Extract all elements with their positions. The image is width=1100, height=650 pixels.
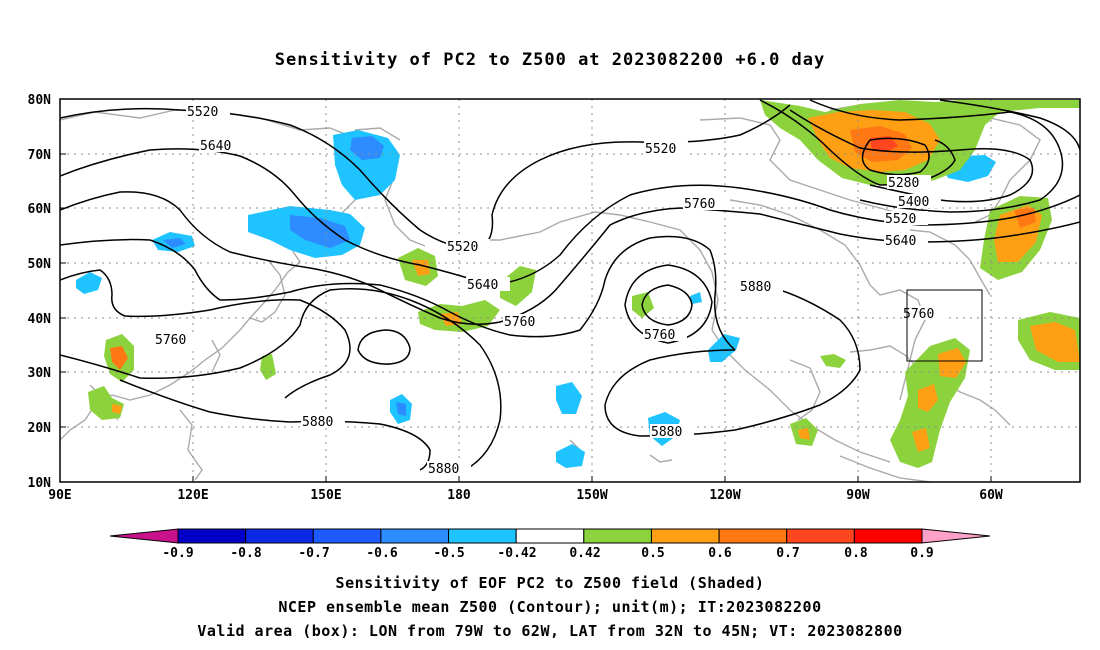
lon-label: 120E — [177, 488, 208, 503]
negative-sensitivity-core — [396, 402, 406, 416]
lon-label: 90E — [48, 488, 71, 503]
colorbar-tick: 0.42 — [569, 546, 600, 561]
positive-sensitivity-core — [110, 346, 128, 370]
colorbar-segment — [853, 528, 923, 544]
contour-label: 5640 — [885, 234, 916, 249]
positive-sensitivity-core — [112, 404, 122, 414]
lat-label: 50N — [28, 257, 52, 272]
contour-label: 5760 — [903, 307, 934, 322]
contour-labels: 5520 5640 5520 5520 5640 5760 5760 5880 … — [154, 104, 946, 477]
colorbar-tick: 0.7 — [776, 546, 799, 561]
colorbar-segment — [312, 528, 382, 544]
lon-label: 150W — [576, 488, 607, 503]
colorbar-segment — [380, 528, 450, 544]
negative-sensitivity-region — [556, 382, 582, 414]
contour-label: 5880 — [740, 280, 771, 295]
lon-label: 90W — [846, 488, 870, 503]
contour-label: 5880 — [428, 462, 459, 477]
positive-sensitivity-core — [912, 428, 930, 452]
lat-label: 60N — [28, 202, 52, 217]
colorbar-tick: 0.8 — [844, 546, 868, 561]
colorbar-segment — [583, 528, 652, 544]
lon-label: 150E — [310, 488, 341, 503]
colorbar-tick: -0.6 — [366, 546, 397, 561]
lat-label: 70N — [28, 148, 52, 163]
colorbar-tick: 0.5 — [641, 546, 664, 561]
colorbar-segment — [650, 528, 720, 544]
contour-label: 5760 — [504, 315, 535, 330]
contour-label: 5520 — [885, 212, 916, 227]
colorbar-high-extension — [921, 528, 991, 544]
frame-ticks — [60, 153, 992, 482]
contour-label: 5760 — [155, 333, 186, 348]
lat-label: 80N — [28, 93, 52, 108]
contour-label: 5760 — [684, 197, 715, 212]
positive-sensitivity-region — [88, 386, 124, 420]
positive-sensitivity-core — [870, 136, 898, 152]
contour-label: 5640 — [467, 278, 498, 293]
colorbar-tick: 0.9 — [910, 546, 933, 561]
colorbar-low-extension — [109, 528, 179, 544]
colorbar-tick: -0.42 — [497, 546, 536, 561]
colorbar-tick: -0.8 — [230, 546, 261, 561]
valid-area-box — [906, 289, 983, 362]
positive-sensitivity-core — [1030, 322, 1080, 362]
colorbar-segment — [177, 528, 247, 544]
contour-label: 5520 — [645, 142, 676, 157]
colorbar-segment — [448, 528, 517, 544]
lat-label: 10N — [28, 476, 52, 491]
positive-sensitivity-region — [820, 354, 846, 368]
negative-sensitivity-core — [163, 238, 186, 248]
colorbar-tick-labels: -0.9 -0.8 -0.7 -0.6 -0.5 -0.42 0.42 0.5 … — [162, 546, 933, 561]
negative-sensitivity-core — [290, 215, 350, 248]
negative-sensitivity-region — [708, 334, 740, 362]
colorbar-segment — [718, 528, 788, 544]
positive-sensitivity-region — [260, 354, 276, 380]
colorbar-tick: -0.5 — [433, 546, 464, 561]
positive-sensitivity-core — [938, 348, 966, 378]
contour-label: 5880 — [651, 425, 682, 440]
negative-sensitivity-region — [76, 272, 102, 294]
colorbar-tick: 0.6 — [708, 546, 732, 561]
colorbar-tick: -0.7 — [298, 546, 329, 561]
caption-valid-area: Valid area (box): LON from 79W to 62W, L… — [197, 622, 903, 640]
contour-label: 5880 — [302, 415, 333, 430]
lon-label: 60W — [979, 488, 1003, 503]
positive-sensitivity-core — [918, 384, 938, 412]
map-title: Sensitivity of PC2 to Z500 at 2023082200… — [274, 50, 826, 70]
caption-shaded: Sensitivity of EOF PC2 to Z500 field (Sh… — [335, 574, 765, 592]
lat-label: 40N — [28, 312, 52, 327]
caption-contour: NCEP ensemble mean Z500 (Contour); unit(… — [278, 598, 822, 616]
contour-label: 5520 — [447, 240, 478, 255]
positive-sensitivity-region — [632, 292, 654, 318]
latitude-labels: 80N 70N 60N 50N 40N 30N 20N 10N — [28, 93, 52, 491]
contour-label: 5280 — [888, 176, 919, 191]
negative-sensitivity-region — [690, 292, 702, 304]
negative-sensitivity-region — [556, 444, 585, 468]
longitude-labels: 90E 120E 150E 180 150W 120W 90W 60W — [48, 488, 1003, 503]
colorbar-tick: -0.9 — [162, 546, 193, 561]
map-frame — [59, 98, 1081, 483]
colorbar — [109, 528, 991, 544]
colorbar-segment — [245, 528, 314, 544]
contour-label: 5760 — [644, 328, 675, 343]
lon-label: 180 — [447, 488, 471, 503]
contour-label: 5520 — [187, 105, 218, 120]
positive-sensitivity-core — [798, 428, 810, 440]
colorbar-segment — [515, 528, 585, 544]
lon-label: 120W — [709, 488, 740, 503]
contour-label: 5640 — [200, 139, 231, 154]
lat-label: 30N — [28, 366, 52, 381]
contour-label: 5400 — [898, 195, 929, 210]
colorbar-segment — [786, 528, 855, 544]
lat-label: 20N — [28, 421, 52, 436]
